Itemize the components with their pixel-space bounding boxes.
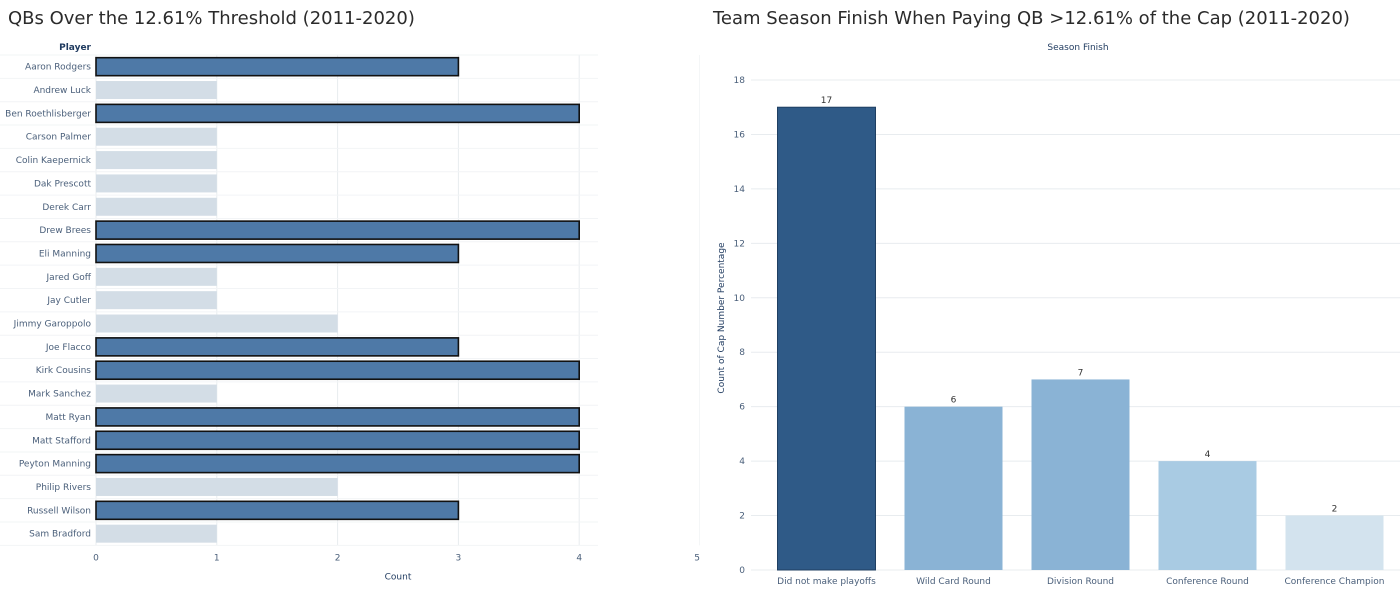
data-label-did-not-make-playoffs: 17 [821, 96, 832, 106]
bar-eli-manning [95, 243, 460, 264]
bar-colin-kaepernick [96, 151, 217, 170]
y-tick-label: 10 [734, 294, 746, 304]
left-bar-chart: Player Aaron Rodgers Andrew Luck Ben Roethl… [0, 43, 700, 582]
category-label-jared-goff: Jared Goff [46, 273, 92, 283]
category-label-wild-card-round: Wild Card Round [916, 577, 991, 587]
data-label-wild-card-round: 6 [951, 396, 957, 406]
bar-philip-rivers [96, 477, 338, 496]
bar-derek-carr [96, 197, 217, 216]
category-label-joe-flacco: Joe Flacco [45, 343, 92, 353]
x-tick-label: 4 [576, 553, 582, 563]
x-tick-label: 3 [456, 553, 462, 563]
data-label-conference-round: 4 [1205, 450, 1211, 460]
left-chart-panel: QBs Over the 12.61% Threshold (2011-2020… [0, 8, 700, 582]
category-label-russell-wilson: Russell Wilson [27, 506, 91, 516]
category-label-carson-palmer: Carson Palmer [26, 133, 92, 143]
left-chart-title: QBs Over the 12.61% Threshold (2011-2020… [8, 8, 415, 29]
category-label-jay-cutler: Jay Cutler [46, 296, 91, 306]
right-bar-chart: Season Finish 0 2 4 6 8 10 12 14 16 18 Count of Cap… [717, 43, 1400, 587]
bar-aaron-rodgers [95, 56, 460, 77]
x-tick-label: 5 [694, 553, 700, 563]
category-label-mark-sanchez: Mark Sanchez [28, 390, 91, 400]
category-label-andrew-luck: Andrew Luck [33, 86, 91, 96]
bar-jay-cutler [96, 291, 217, 310]
bar-russell-wilson [95, 500, 460, 521]
category-label-derek-carr: Derek Carr [42, 203, 91, 213]
category-label-division-round: Division Round [1047, 577, 1114, 587]
y-tick-label: 16 [734, 130, 746, 140]
bar-ben-roethlisberger [95, 103, 581, 124]
y-tick-label: 12 [734, 239, 745, 249]
x-tick-label: 2 [335, 553, 341, 563]
category-label-conference-champion: Conference Champion [1285, 577, 1385, 587]
y-tick-label: 4 [739, 457, 745, 467]
bar-joe-flacco [95, 337, 460, 357]
bar-andrew-luck [96, 81, 217, 100]
right-chart-panel: Team Season Finish When Paying QB >12.61… [700, 0, 1400, 590]
bar-jimmy-garoppolo [96, 314, 338, 333]
bar-carson-palmer [96, 127, 217, 146]
bar-sam-bradford [96, 524, 217, 543]
category-label-aaron-rodgers: Aaron Rodgers [25, 63, 91, 73]
bar-drew-brees [95, 220, 581, 240]
bar-did-not-make-playoffs [777, 106, 876, 571]
y-tick-label: 6 [739, 403, 745, 413]
bar-conference-round [1158, 461, 1257, 570]
x-tick-label: 1 [214, 553, 220, 563]
data-label-conference-champion: 2 [1332, 505, 1338, 515]
bar-matt-stafford [95, 430, 581, 451]
x-axis-label: Season Finish [1047, 43, 1108, 53]
bar-jared-goff [96, 267, 217, 286]
right-chart-title: Team Season Finish When Paying QB >12.61… [713, 8, 1350, 29]
bar-kirk-cousins [95, 360, 581, 381]
y-tick-label: 18 [734, 76, 746, 86]
category-label-eli-manning: Eli Manning [39, 249, 91, 259]
category-label-matt-ryan: Matt Ryan [45, 413, 91, 423]
y-axis-label: Count of Cap Number Percentage [717, 242, 727, 394]
category-label-jimmy-garoppolo: Jimmy Garoppolo [13, 320, 92, 330]
category-label-conference-round: Conference Round [1166, 577, 1249, 587]
data-label-division-round: 7 [1078, 368, 1084, 378]
category-label-colin-kaepernick: Colin Kaepernick [16, 156, 92, 166]
y-tick-label: 0 [739, 566, 745, 576]
category-label-did-not-make-playoffs: Did not make playoffs [777, 577, 876, 587]
x-axis-label: Count [385, 572, 412, 582]
category-label-matt-stafford: Matt Stafford [32, 436, 91, 446]
y-axis-label: Player [59, 43, 91, 53]
category-label-philip-rivers: Philip Rivers [36, 483, 92, 493]
y-tick-label: 8 [739, 348, 745, 358]
category-label-dak-prescott: Dak Prescott [34, 179, 91, 189]
bar-matt-ryan [95, 407, 581, 427]
bar-conference-champion [1285, 515, 1384, 570]
category-label-kirk-cousins: Kirk Cousins [36, 366, 92, 376]
category-label-drew-brees: Drew Brees [39, 226, 91, 236]
bar-division-round [1031, 379, 1130, 570]
y-tick-label: 14 [734, 185, 746, 195]
y-tick-label: 2 [739, 512, 745, 522]
bar-mark-sanchez [96, 384, 217, 403]
category-label-ben-roethlisberger: Ben Roethlisberger [5, 109, 91, 119]
category-label-peyton-manning: Peyton Manning [19, 460, 91, 470]
bar-peyton-manning [95, 453, 581, 474]
category-label-sam-bradford: Sam Bradford [29, 530, 91, 540]
bar-wild-card-round [904, 406, 1003, 570]
bar-dak-prescott [96, 174, 217, 193]
x-tick-label: 0 [93, 553, 99, 563]
